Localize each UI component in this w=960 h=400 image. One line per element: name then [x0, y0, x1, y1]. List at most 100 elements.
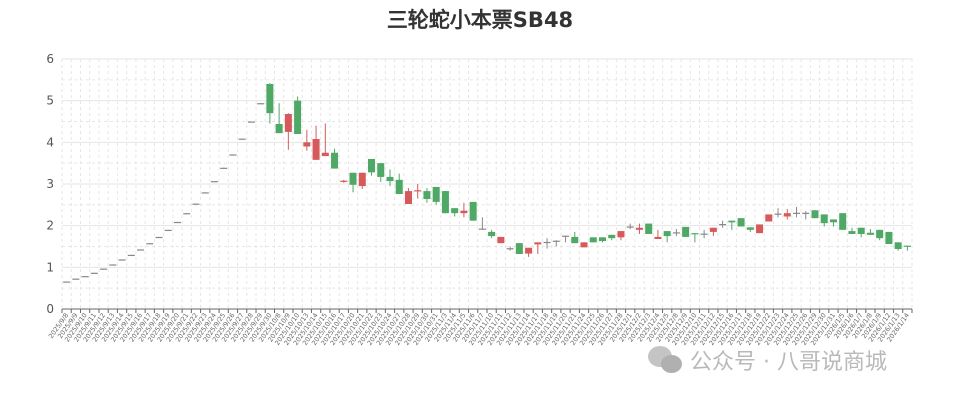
candle-body	[580, 242, 588, 248]
candle-body	[238, 138, 246, 140]
wechat-icon	[648, 346, 682, 374]
y-tick-label: 6	[46, 52, 54, 66]
candle-body	[802, 212, 810, 214]
candle-body	[478, 228, 486, 230]
candle-body	[404, 191, 412, 204]
candle-body	[358, 172, 366, 187]
candle-body	[284, 114, 292, 132]
candle-body	[118, 259, 126, 261]
candle-body	[312, 139, 320, 160]
candle-body	[608, 234, 616, 239]
candle-body	[266, 84, 274, 114]
candle-body	[552, 240, 560, 242]
candle-body	[525, 247, 533, 254]
candle-body	[885, 231, 893, 244]
candle-body	[534, 242, 542, 245]
candle-body	[349, 172, 357, 185]
candle-body	[220, 167, 228, 169]
y-tick-label: 1	[46, 260, 54, 274]
candle-body	[386, 176, 394, 182]
candle-body	[137, 249, 145, 251]
candle-body	[497, 236, 505, 244]
candle-body	[903, 245, 911, 247]
candle-body	[820, 214, 828, 224]
candle-body	[72, 278, 80, 280]
candle-body	[414, 190, 422, 192]
candle-body	[645, 223, 653, 234]
candle-body	[719, 224, 727, 226]
watermark: 公众号 · 八哥说商城	[648, 344, 887, 376]
candle-body	[746, 227, 754, 230]
candle-body	[201, 192, 209, 194]
candle-body	[423, 191, 431, 199]
candle-body	[866, 232, 874, 235]
candle-body	[294, 100, 302, 134]
candle-body	[876, 229, 884, 239]
candle-body	[682, 226, 690, 237]
candle-body	[571, 236, 579, 244]
candle-body	[441, 191, 449, 214]
candle-body	[247, 121, 255, 123]
candle-body	[321, 152, 329, 157]
candle-body	[626, 226, 634, 228]
candle-body	[340, 180, 348, 182]
candle-body	[63, 281, 71, 283]
candle-body	[331, 152, 339, 169]
watermark-text: 公众号 · 八哥说商城	[690, 350, 887, 375]
candle-body	[460, 210, 468, 214]
candle-body	[146, 243, 154, 245]
candle-body	[700, 233, 708, 235]
y-tick-label: 3	[46, 177, 54, 191]
candle-body	[737, 218, 745, 227]
candle-body	[793, 212, 801, 214]
candle-body	[432, 186, 440, 202]
candle-body	[598, 237, 606, 242]
candle-body	[839, 213, 847, 230]
candle-body	[81, 276, 89, 278]
candle-body	[562, 235, 570, 237]
candle-body	[275, 124, 283, 134]
candle-body	[229, 154, 237, 156]
candle-body	[756, 224, 764, 234]
candle-body	[654, 236, 662, 239]
candle-body	[173, 221, 181, 224]
candle-body	[109, 264, 117, 266]
candle-body	[663, 231, 671, 237]
candle-body	[589, 237, 597, 243]
y-tick-label: 0	[46, 302, 54, 316]
candle-body	[894, 242, 902, 249]
candle-body	[829, 219, 837, 223]
candle-body	[506, 248, 514, 250]
candle-body	[617, 231, 625, 238]
candle-body	[192, 203, 200, 205]
candle-body	[543, 241, 551, 244]
candle-body	[303, 142, 311, 147]
y-tick-label: 4	[46, 135, 54, 149]
candle-body	[635, 227, 643, 230]
candle-body	[848, 231, 856, 234]
chart-title: 三轮蛇小本票SB48	[386, 8, 574, 32]
candle-body	[395, 179, 403, 194]
candle-body	[765, 214, 773, 222]
y-tick-label: 2	[46, 219, 54, 233]
candle-body	[183, 213, 191, 215]
candle-body	[451, 208, 459, 214]
candle-body	[377, 163, 385, 177]
candle-body	[100, 268, 108, 270]
candle-body	[857, 227, 865, 234]
candle-body	[811, 210, 819, 219]
candle-body	[774, 213, 782, 215]
candle-body	[155, 236, 163, 239]
y-tick-label: 5	[46, 94, 54, 108]
candle-body	[210, 181, 218, 183]
candle-body	[672, 232, 680, 234]
candle-body	[469, 201, 477, 221]
candle-body	[164, 229, 172, 232]
candle-body	[127, 254, 135, 257]
candle-body	[257, 103, 265, 105]
candle-body	[728, 220, 736, 223]
candle-body	[368, 159, 376, 173]
candle-body	[90, 272, 98, 274]
candle-body	[691, 233, 699, 235]
